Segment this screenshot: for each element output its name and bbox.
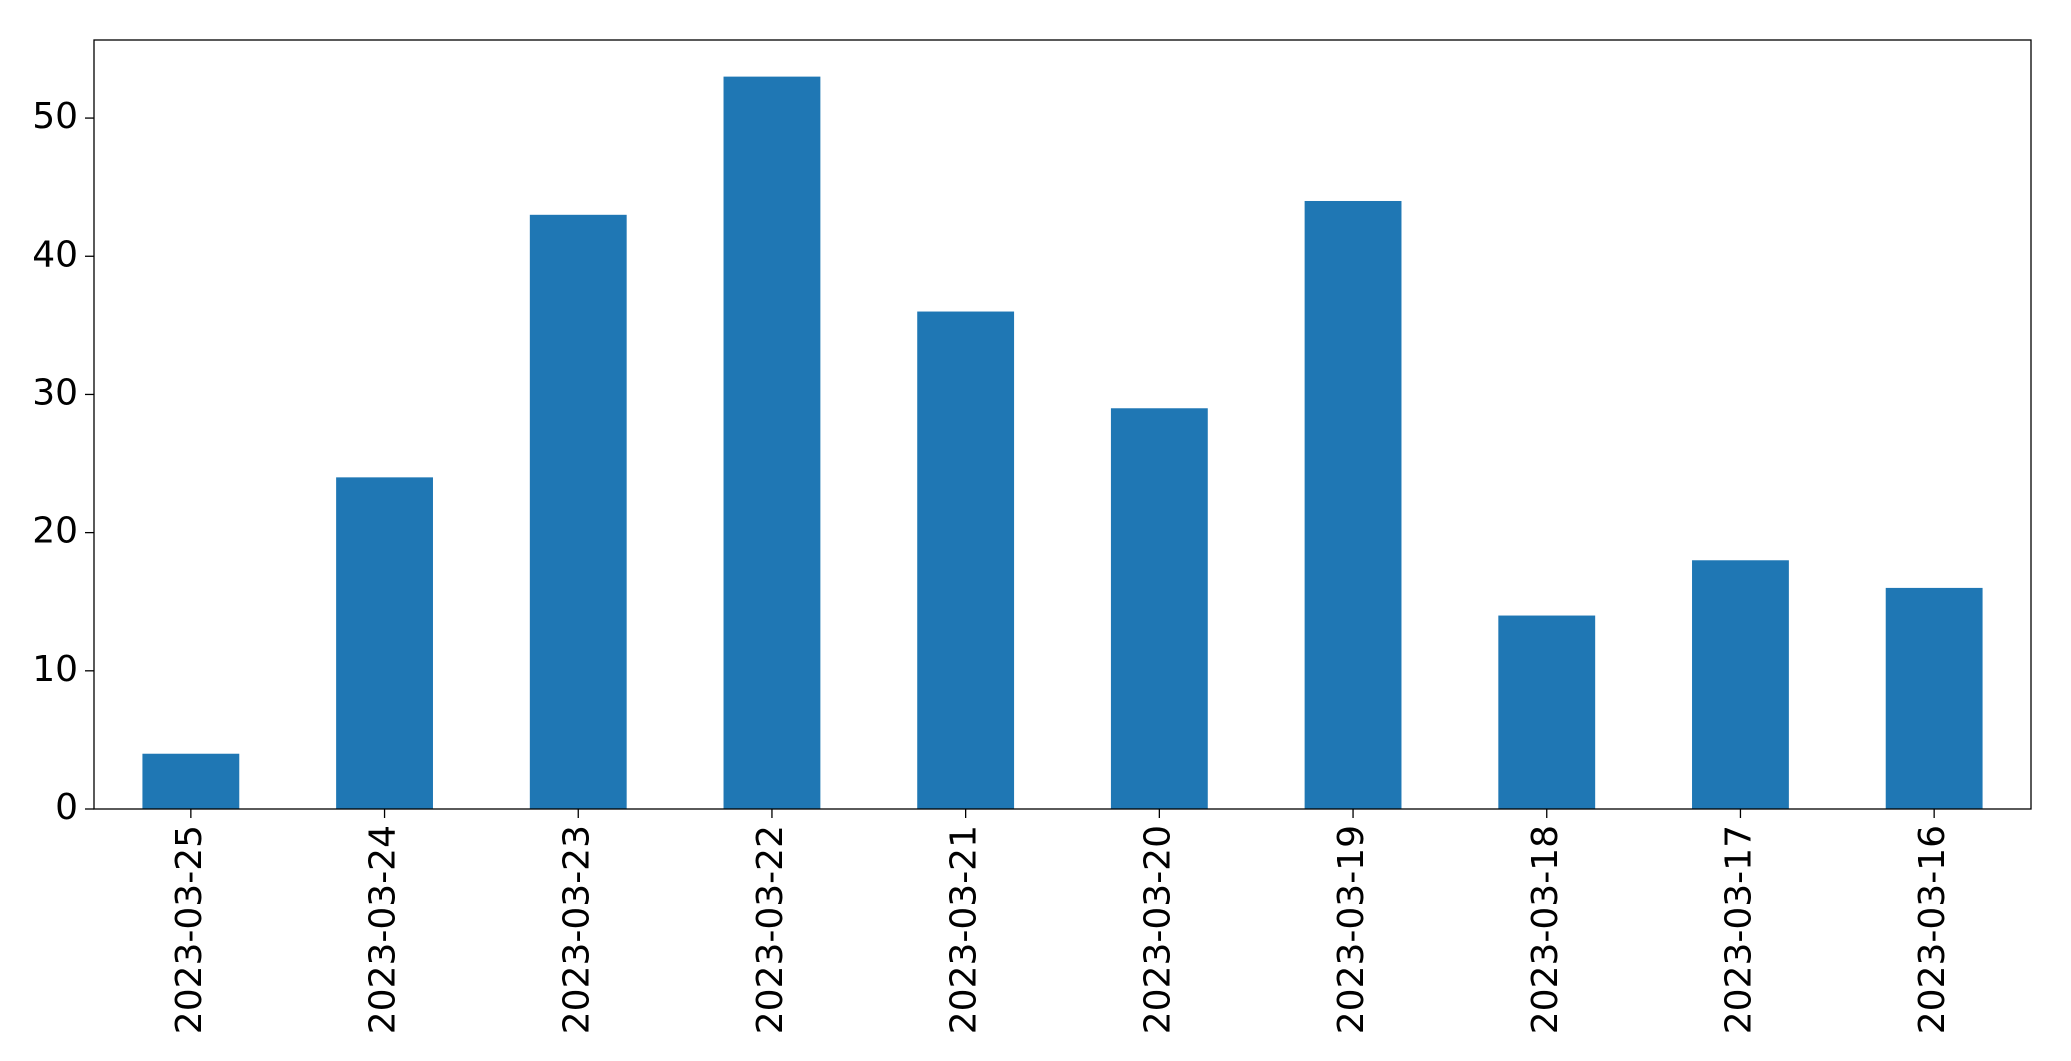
y-tick-label: 10	[32, 649, 78, 690]
x-tick-label: 2023-03-25	[169, 825, 210, 1034]
bar	[917, 311, 1015, 809]
x-tick-label: 2023-03-23	[556, 825, 597, 1034]
bar	[723, 76, 821, 810]
bar	[1498, 615, 1596, 809]
y-tick-label: 30	[32, 372, 78, 413]
bar	[1110, 408, 1208, 809]
y-tick-label: 40	[32, 234, 78, 275]
x-tick-label: 2023-03-20	[1137, 825, 1178, 1034]
x-tick-label: 2023-03-21	[944, 825, 985, 1034]
x-tick-label: 2023-03-18	[1525, 825, 1566, 1034]
bar	[1885, 587, 1983, 809]
y-tick-label: 0	[55, 787, 78, 828]
plot-frame	[93, 39, 2032, 810]
x-tick-label: 2023-03-19	[1331, 825, 1372, 1034]
bar	[336, 477, 433, 809]
x-tick-label: 2023-03-24	[363, 825, 404, 1034]
x-tick-label: 2023-03-16	[1912, 825, 1953, 1034]
bar	[1692, 560, 1789, 809]
y-tick-label: 50	[32, 96, 78, 137]
x-tick-label: 2023-03-22	[750, 825, 791, 1034]
bar	[142, 753, 240, 809]
x-tick-label: 2023-03-17	[1718, 825, 1759, 1034]
bar	[529, 214, 627, 809]
y-tick-label: 20	[32, 511, 78, 552]
bar	[1304, 200, 1402, 810]
